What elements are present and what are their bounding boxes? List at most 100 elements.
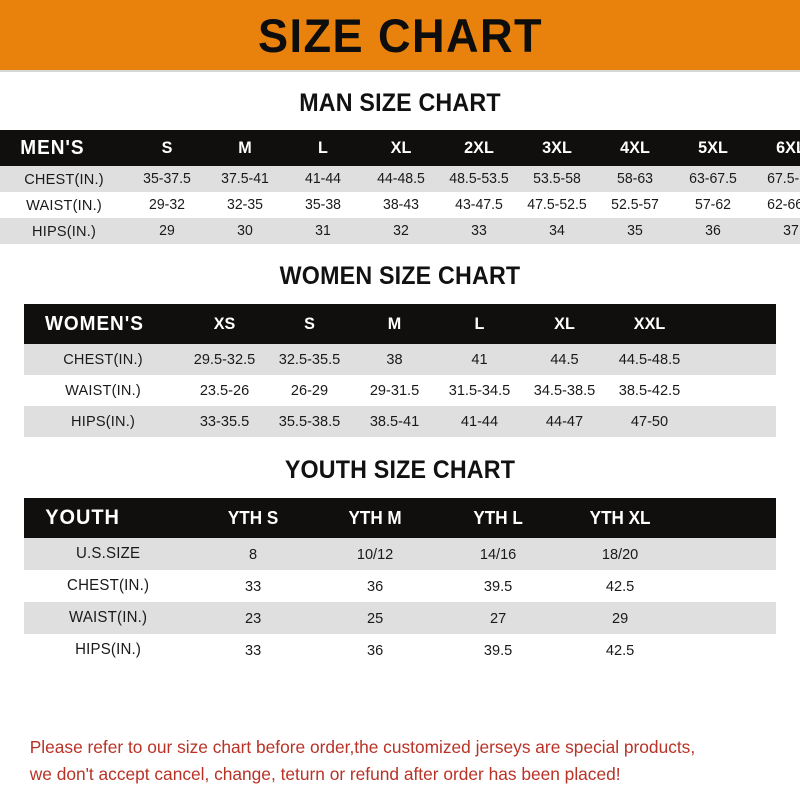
youth-row-waist-label: WAIST(IN.) (68, 609, 148, 626)
women-chest-s: 32.5-35.5 (278, 351, 341, 368)
women-hips-xl: 44-47 (545, 413, 584, 430)
youth-waist-xl: 29 (611, 609, 628, 627)
women-row-waist-label: WAIST(IN.) (65, 382, 141, 399)
disclaimer-line-1: Please refer to our size chart before or… (29, 736, 696, 757)
youth-waist-s: 23 (245, 609, 262, 627)
women-waist-xxl: 38.5-42.5 (618, 382, 681, 399)
man-size-table: MEN'S S M L XL 2XL 3XL 4XL 5XL 6XL CHEST… (0, 130, 800, 244)
youth-hips-spacer (682, 634, 774, 666)
table-row: WAIST(IN.) 29-32 32-35 35-38 38-43 43-47… (0, 192, 800, 218)
youth-hips-s: 33 (245, 641, 262, 659)
man-header-xl: XL (390, 138, 412, 157)
women-waist-spacer (693, 375, 774, 406)
table-row: U.S.SIZE 8 10/12 14/16 18/20 (24, 538, 776, 570)
table-row: CHEST(IN.) 35-37.5 37.5-41 41-44 44-48.5… (0, 166, 800, 192)
man-header-3xl: 3XL (542, 138, 572, 157)
man-row-chest-label: CHEST(IN.) (24, 170, 104, 188)
youth-hips-xl: 42.5 (605, 641, 634, 659)
man-chest-s: 35-37.5 (143, 171, 191, 187)
women-waist-xl: 34.5-38.5 (533, 382, 596, 399)
women-hips-m: 38.5-41 (369, 413, 420, 430)
man-waist-xl: 38-43 (383, 197, 419, 213)
man-header-l: L (318, 138, 328, 157)
man-header-label: MEN'S (20, 136, 85, 159)
man-chest-l: 41-44 (305, 171, 341, 187)
table-row: HIPS(IN.) 33-35.5 35.5-38.5 38.5-41 41-4… (24, 406, 776, 437)
youth-header-xl: YTH XL (589, 507, 651, 528)
women-header-m: M (387, 314, 402, 333)
man-waist-3xl: 47.5-52.5 (527, 197, 587, 213)
youth-ussize-spacer (682, 538, 774, 570)
table-row: HIPS(IN.) 29 30 31 32 33 34 35 36 37 (0, 218, 800, 244)
page-banner: SIZE CHART (0, 0, 800, 72)
youth-row-hips-label: HIPS(IN.) (75, 641, 142, 658)
man-header-4xl: 4XL (620, 138, 650, 157)
man-hips-2xl: 33 (471, 223, 487, 239)
man-header-m: M (238, 138, 252, 157)
youth-waist-spacer (682, 602, 774, 634)
man-waist-4xl: 52.5-57 (611, 197, 659, 213)
man-chest-4xl: 58-63 (617, 171, 653, 187)
youth-ussize-m: 10/12 (357, 545, 394, 563)
youth-header-spacer (683, 498, 773, 538)
man-hips-6xl: 37 (783, 223, 799, 239)
youth-hips-l: 39.5 (483, 641, 512, 659)
page-title: SIZE CHART (257, 8, 543, 62)
youth-section-title: YOUTH SIZE CHART (284, 456, 516, 484)
women-header-xxl: XXL (633, 314, 666, 333)
women-waist-l: 31.5-34.5 (448, 382, 511, 399)
man-chest-2xl: 48.5-53.5 (449, 171, 509, 187)
youth-row-ussize-label: U.S.SIZE (75, 545, 141, 562)
youth-size-table: YOUTH YTH S YTH M YTH L YTH XL U.S.SIZE … (24, 498, 776, 666)
table-row: WAIST(IN.) 23 25 27 29 (24, 602, 776, 634)
women-hips-xxl: 47-50 (630, 413, 669, 430)
women-chest-spacer (693, 344, 774, 375)
youth-ussize-xl: 18/20 (601, 545, 638, 563)
man-chest-6xl: 67.5-72 (767, 171, 800, 187)
women-table-header-row: WOMEN'S XS S M L XL XXL (24, 304, 776, 344)
man-waist-5xl: 57-62 (695, 197, 731, 213)
women-chest-m: 38 (386, 351, 403, 368)
youth-waist-l: 27 (489, 609, 506, 627)
man-hips-m: 30 (237, 223, 253, 239)
women-hips-xs: 33-35.5 (199, 413, 250, 430)
women-size-table: WOMEN'S XS S M L XL XXL CHEST(IN.) 29.5-… (24, 304, 776, 437)
women-header-xl: XL (554, 314, 575, 333)
man-hips-xl: 32 (393, 223, 409, 239)
women-hips-spacer (693, 406, 774, 437)
man-waist-l: 35-38 (305, 197, 341, 213)
man-hips-l: 31 (315, 223, 331, 239)
youth-chest-xl: 42.5 (605, 577, 634, 595)
order-disclaimer-note: Please refer to our size chart before or… (4, 734, 796, 788)
man-chest-m: 37.5-41 (221, 171, 269, 187)
women-section-title: WOMEN SIZE CHART (279, 262, 521, 290)
man-waist-s: 29-32 (149, 197, 185, 213)
women-header-label: WOMEN'S (45, 312, 144, 335)
man-header-2xl: 2XL (464, 138, 494, 157)
women-chest-l: 41 (471, 351, 488, 368)
man-hips-5xl: 36 (705, 223, 721, 239)
youth-header-s: YTH S (228, 507, 279, 528)
women-hips-l: 41-44 (460, 413, 499, 430)
women-row-hips-label: HIPS(IN.) (71, 413, 135, 430)
man-row-hips-label: HIPS(IN.) (32, 222, 96, 240)
youth-chest-l: 39.5 (483, 577, 512, 595)
man-row-waist-label: WAIST(IN.) (26, 196, 102, 214)
youth-table-header-row: YOUTH YTH S YTH M YTH L YTH XL (24, 498, 776, 538)
table-row: HIPS(IN.) 33 36 39.5 42.5 (24, 634, 776, 666)
man-hips-3xl: 34 (549, 223, 565, 239)
women-chest-xl: 44.5 (550, 351, 579, 368)
man-hips-s: 29 (159, 223, 175, 239)
youth-chest-m: 36 (367, 577, 384, 595)
youth-header-l: YTH L (472, 507, 523, 528)
women-hips-s: 35.5-38.5 (278, 413, 341, 430)
disclaimer-line-2: we don't accept cancel, change, teturn o… (29, 763, 621, 784)
women-chest-xxl: 44.5-48.5 (618, 351, 681, 368)
man-section-title: MAN SIZE CHART (299, 89, 501, 117)
man-waist-m: 32-35 (227, 197, 263, 213)
man-waist-6xl: 62-66.5 (767, 197, 800, 213)
man-table-header-row: MEN'S S M L XL 2XL 3XL 4XL 5XL 6XL (0, 130, 800, 166)
women-header-spacer (694, 304, 774, 344)
women-waist-s: 26-29 (290, 382, 329, 399)
